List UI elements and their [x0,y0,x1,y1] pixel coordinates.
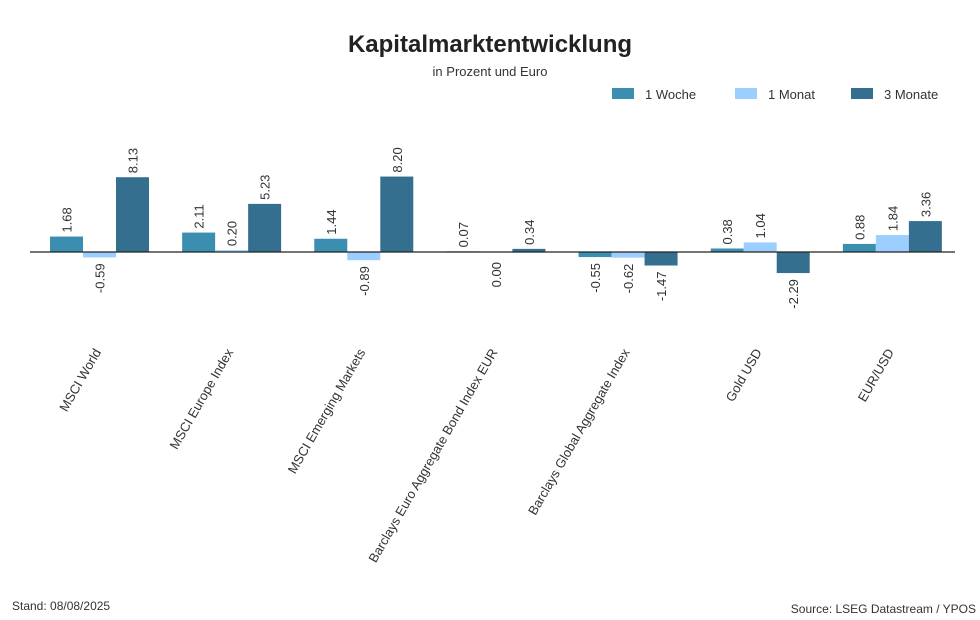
value-label-1-4: 0.07 [456,222,471,247]
value-label-1-2: 2.11 [192,204,207,228]
bar-2-3 [347,252,381,261]
bar-3-1 [116,177,149,252]
legend-label-2: 1 Monat [768,87,815,102]
legend-swatch-3 [851,88,873,99]
value-label-3-5: -1.47 [654,272,669,302]
chart-title: Kapitalmarktentwicklung [348,31,632,58]
bar-2-1 [83,252,116,258]
category-label-6: Gold USD [723,346,765,404]
category-label-4: Barclays Euro Aggregate Bond Index EUR [365,346,500,565]
bar-1-6 [710,248,744,252]
legend-swatch-1 [612,88,634,99]
bar-2-2 [215,250,249,252]
value-label-2-1: -0.59 [93,263,108,293]
category-label-7: EUR/USD [855,346,897,404]
bar-3-7 [908,221,942,252]
category-label-3: MSCI Emerging Markets [285,346,369,477]
category-labels: MSCI World MSCI Europe Index MSCI Emerging… [56,346,897,565]
bar-3-3 [380,176,414,252]
legend-swatch-2 [735,88,757,99]
bar-1-1 [50,236,83,252]
stand-date: Stand: 08/08/2025 [12,599,111,613]
legend-label-3: 3 Monate [884,87,938,102]
value-label-1-6: 0.38 [720,219,735,244]
bar-2-6 [743,242,777,252]
category-label-1: MSCI World [56,346,104,414]
bar-3-4 [512,248,546,252]
value-label-2-3: -0.89 [357,266,372,296]
value-label-1-1: 1.68 [60,207,75,232]
value-label-3-4: 0.34 [522,220,537,245]
bar-1-5 [578,252,612,258]
value-label-3-6: -2.29 [786,279,801,309]
source-note: Source: LSEG Datastream / YPOS [790,602,976,616]
bar-2-5 [611,252,645,258]
category-label-5: Barclays Global Aggregate Index [525,346,633,518]
bar-2-7 [875,235,909,252]
value-label-1-7: 0.88 [852,215,867,240]
value-labels: 1.68 -0.59 8.13 2.11 0.20 5.23 1.44 -0.89 8.20 0.… [60,147,934,308]
value-label-3-2: 5.23 [258,175,273,200]
value-label-2-2: 0.20 [225,221,240,246]
bar-3-5 [644,252,678,266]
bar-1-7 [842,243,876,252]
value-label-3-3: 8.20 [390,147,405,172]
value-label-1-3: 1.44 [324,209,339,234]
value-label-2-5: -0.62 [621,264,636,294]
bar-1-3 [314,238,348,252]
value-label-2-7: 1.84 [885,206,900,231]
legend: 1 Woche 1 Monat 3 Monate [612,87,938,102]
value-label-3-1: 8.13 [126,148,141,173]
bar-3-2 [248,203,282,252]
value-label-3-7: 3.36 [918,192,933,217]
bar-1-2 [182,232,216,252]
bar-3-6 [776,252,810,274]
value-label-2-4: 0.00 [489,262,504,287]
bars [50,176,942,274]
category-label-2: MSCI Europe Index [167,346,237,452]
value-label-1-5: -0.55 [588,263,603,293]
chart-subtitle: in Prozent und Euro [433,64,548,79]
value-label-2-6: 1.04 [753,213,768,238]
legend-label-1: 1 Woche [645,87,696,102]
